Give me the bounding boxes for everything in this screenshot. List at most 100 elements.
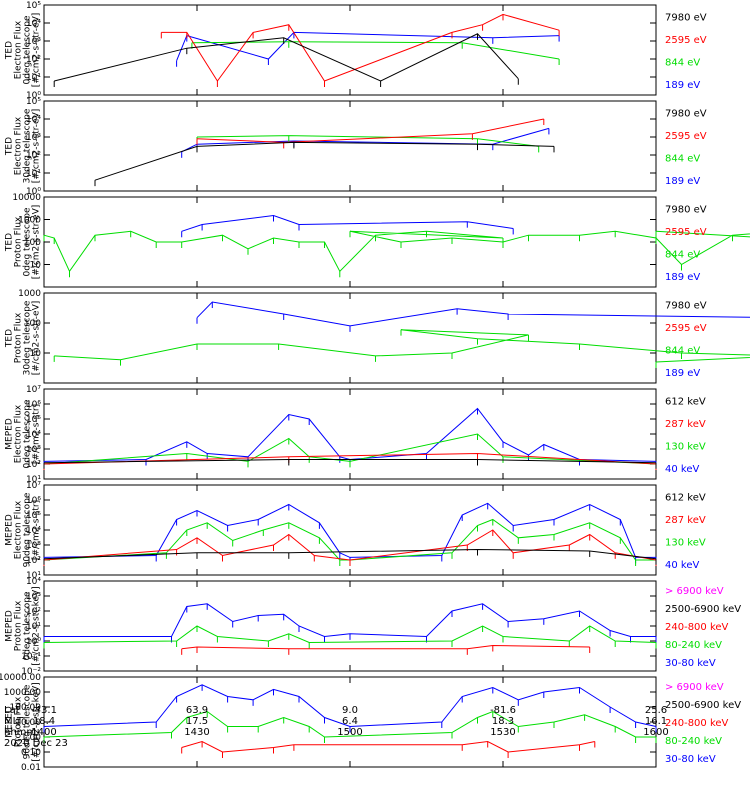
- y-axis-label-line: MEPED: [5, 514, 15, 546]
- series-80-240-kev: [43, 625, 657, 644]
- legend-entry: 7980 eV: [665, 108, 707, 119]
- y-axis-label-line: MEPED: [5, 610, 15, 642]
- y-tick-label: 10: [30, 261, 42, 271]
- panel-0: 10⁰ 10¹ 10² 10³ 10⁴ 10⁵ TED Electron Flux 0deg t…: [5, 1, 707, 101]
- y-tick-label: 10.00: [15, 718, 41, 728]
- y-tick-label: 10²: [26, 607, 41, 617]
- series-2595-ev: [196, 118, 544, 143]
- legend-entry: 2595 eV: [665, 131, 707, 142]
- y-tick-label: 100: [24, 319, 41, 329]
- series-189-ev: [181, 214, 514, 232]
- legend-entry: > 6900 keV: [665, 682, 724, 693]
- legend-entry: 189 eV: [665, 272, 700, 283]
- footer-value: 17.5: [186, 716, 208, 727]
- y-tick-label: 10⁴: [26, 577, 41, 587]
- y-axis-label-line: [#/cm2-s-str]: [32, 500, 42, 560]
- legend-entry: 2595 eV: [665, 323, 707, 334]
- footer-lat-label: Lat: [4, 705, 20, 716]
- legend-entry: 2500-6900 keV: [665, 604, 741, 615]
- y-tick-label: 10⁰: [26, 637, 41, 647]
- legend-entry: 130 keV: [665, 441, 706, 452]
- y-axis-label: TED Electron Flux 30deg telescope [#/cm2-s-…: [5, 108, 42, 183]
- legend-entry: 844 eV: [665, 345, 700, 356]
- series-189-ev: [176, 31, 560, 61]
- y-tick-label: 10⁷: [26, 481, 41, 491]
- y-axis-label: TED Electron Flux 0deg telescope [#/cm2-s-s…: [5, 13, 42, 88]
- legend-entry: 240-800 keV: [665, 718, 729, 729]
- legend-entry: 844 eV: [665, 57, 700, 68]
- y-tick-label: 100.00: [10, 703, 42, 713]
- y-tick-label: 10⁴: [26, 526, 41, 536]
- panel-4: 10¹ 10² 10³ 10⁴ 10⁵ 10⁶ 10⁷ MEPED Electron Flux 0…: [5, 385, 706, 485]
- series-40-kev: [43, 407, 657, 462]
- y-axis-label-line: Proton Flux: [14, 696, 24, 747]
- y-tick-label: 1000: [18, 289, 41, 299]
- footer-value: 6.4: [342, 716, 358, 727]
- y-axis-label-line: Electron Flux: [14, 20, 24, 79]
- y-axis-label-line: 90deg telescope: [23, 492, 33, 567]
- series-612-kev: [43, 548, 657, 560]
- legend-entry: 189 eV: [665, 176, 700, 187]
- y-axis-label: TED Proton Flux 0deg telescope [#/cm2-s-str…: [5, 205, 42, 280]
- y-tick-label: 10⁰: [26, 91, 41, 101]
- y-axis-label-line: 0deg telescope: [23, 591, 33, 661]
- legend-entry: 240-800 keV: [665, 622, 729, 633]
- y-axis-label-line: [#/cm2-s-str-keV]: [32, 586, 42, 665]
- y-axis-label: MEPED Electron Flux 0deg telescope [#/cm2-s…: [5, 399, 42, 469]
- y-axis-label-line: Electron Flux: [14, 500, 24, 559]
- series-844-ev: [196, 135, 539, 147]
- footer-value: 1430: [184, 727, 209, 738]
- y-axis-label-line: 0deg telescope: [23, 207, 33, 277]
- y-axis-label-line: Proton Flux: [14, 216, 24, 267]
- y-tick-label: 10³: [26, 541, 41, 551]
- y-axis-label-line: MEPED: [5, 418, 15, 450]
- legend-entry: 30-80 keV: [665, 754, 716, 765]
- y-axis-label-line: 30deg telescope: [23, 300, 33, 375]
- y-tick-label: 100: [24, 238, 41, 248]
- legend-entry: 7980 eV: [665, 300, 707, 311]
- legend-entry: 80-240 keV: [665, 640, 722, 651]
- y-tick-label: 10²: [26, 460, 41, 470]
- y-tick-label: 10¹: [26, 475, 41, 485]
- y-axis-label-line: [#/cm2-s-str-eV]: [32, 13, 42, 88]
- y-tick-label: 10⁰: [26, 187, 41, 197]
- y-axis-label-line: Electron Flux: [14, 116, 24, 175]
- series-612-kev: [43, 459, 657, 464]
- y-axis-label-line: Electron Flux: [14, 404, 24, 463]
- legend-entry: > 6900 keV: [665, 586, 724, 597]
- y-tick-label: 10⁵: [26, 511, 41, 521]
- y-axis-label: TED Proton Flux 30deg telescope [#/cm2-s-st…: [5, 300, 42, 375]
- legend-entry: 40 keV: [665, 560, 699, 571]
- y-tick-label: 0.01: [21, 763, 41, 773]
- y-axis-label-line: 90deg telescope: [23, 684, 33, 759]
- series-2595-ev: [161, 13, 560, 82]
- legend-entry: 287 keV: [665, 419, 706, 430]
- legend-entry: 40 keV: [665, 464, 699, 475]
- y-axis-label-line: [#/cm2-s-str-eV]: [32, 301, 42, 376]
- y-axis-label-line: TED: [5, 233, 15, 252]
- legend-entry: 30-80 keV: [665, 658, 716, 669]
- series-240-800-kev: [181, 644, 590, 650]
- y-axis-label: MEPED Electron Flux 90deg telescope [#/cm2-…: [5, 492, 42, 567]
- panel-2: 10 100 1000 10000 TED Proton Flux 0deg telesco…: [5, 193, 750, 288]
- legend-entry: 844 eV: [665, 249, 700, 260]
- y-axis-label-line: 0deg telescope: [23, 15, 33, 85]
- y-axis-label: MEPED Proton Flux 90deg telescope [#/cm2-s-…: [5, 682, 42, 761]
- footer-value: 16.1: [645, 716, 667, 727]
- footer-value: 9.0: [342, 705, 358, 716]
- y-tick-label: 10²: [26, 556, 41, 566]
- y-tick-label: 10000.00: [0, 673, 41, 683]
- footer-value: 1530: [490, 727, 515, 738]
- y-tick-label: 10⁵: [26, 97, 41, 107]
- footer-value: 18.3: [492, 716, 514, 727]
- y-axis-label-line: [#/cm2-s-str-eV]: [32, 109, 42, 184]
- legend-entry: 189 eV: [665, 80, 700, 91]
- series-80-240-kev: [43, 710, 656, 738]
- y-axis-label-line: 0deg telescope: [23, 399, 33, 469]
- series-7980-ev: [54, 33, 519, 82]
- footer-value: -81.6: [490, 705, 516, 716]
